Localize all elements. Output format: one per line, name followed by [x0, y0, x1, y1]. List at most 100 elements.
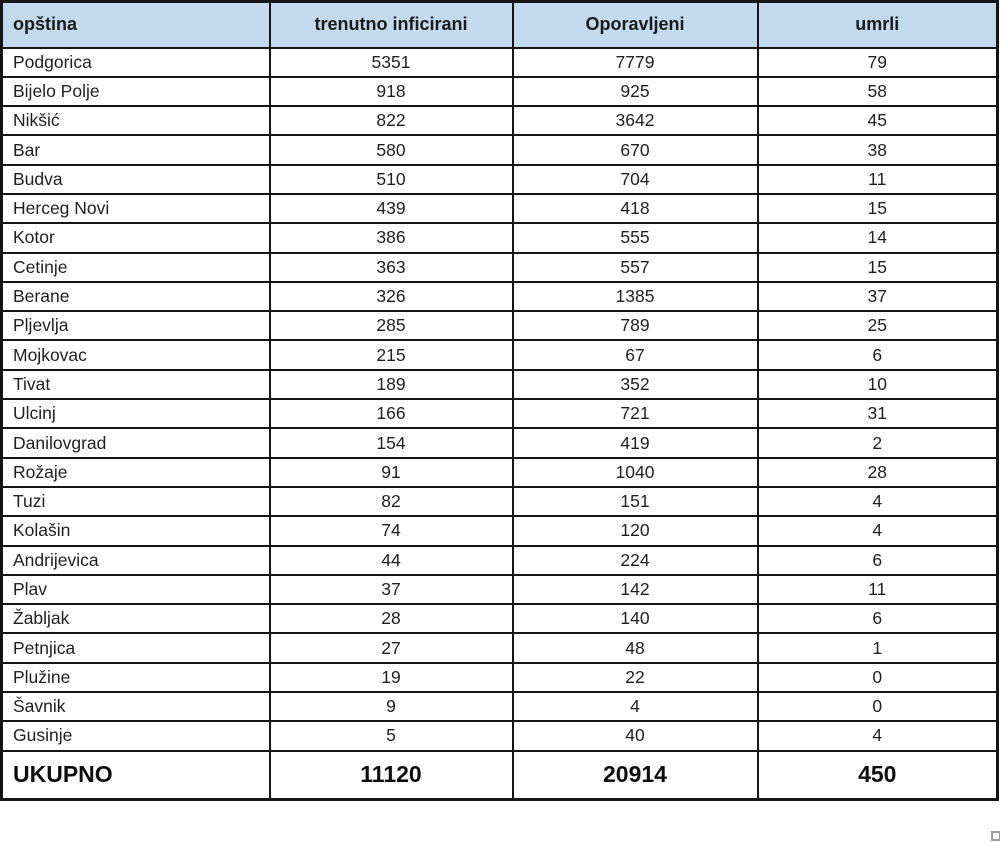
infected-value-cell: 37 [268, 573, 514, 606]
municipality-name-cell: Danilovgrad [0, 427, 271, 459]
table-row: Pljevlja 285 789 25 [0, 310, 999, 342]
deaths-value-cell: 58 [756, 75, 999, 108]
table-row: Budva 510 704 11 [0, 163, 999, 195]
deaths-value-cell: 37 [756, 280, 999, 313]
recovered-value-cell: 3642 [511, 105, 759, 137]
covid-municipality-table: opština trenutno inficirani Oporavljeni … [0, 0, 999, 802]
municipality-name-cell: Pljevlja [0, 310, 271, 342]
infected-value-cell: 166 [268, 398, 514, 430]
municipality-name-cell: Bijelo Polje [0, 75, 271, 108]
table-row: Ulcinj 166 721 31 [0, 398, 999, 430]
municipality-name-cell: Plav [0, 573, 271, 606]
infected-value-cell: 154 [268, 427, 514, 459]
infected-value-cell: 363 [268, 251, 514, 283]
infected-value-cell: 285 [268, 310, 514, 342]
deaths-value-cell: 11 [756, 573, 999, 606]
recovered-value-cell: 142 [511, 573, 759, 606]
municipality-name-cell: Cetinje [0, 251, 271, 283]
table-row: Bar 580 670 38 [0, 134, 999, 166]
municipality-name-cell: Tivat [0, 368, 271, 401]
resize-handle[interactable] [991, 831, 1000, 841]
total-recovered-value: 20914 [511, 749, 759, 801]
deaths-value-cell: 15 [756, 251, 999, 283]
deaths-value-cell: 1 [756, 632, 999, 664]
municipality-name-cell: Mojkovac [0, 339, 271, 371]
table-body: Podgorica 5351 7779 79 Bijelo Polje 918 925 58 N… [0, 46, 999, 752]
deaths-value-cell: 79 [756, 46, 999, 78]
recovered-value-cell: 670 [511, 134, 759, 166]
recovered-value-cell: 352 [511, 368, 759, 401]
municipality-name-cell: Plužine [0, 661, 271, 694]
table-row: Kolašin 74 120 4 [0, 515, 999, 547]
municipality-name-cell: Petnjica [0, 632, 271, 664]
total-deaths-value: 450 [756, 749, 999, 801]
table-row: Andrijevica 44 224 6 [0, 544, 999, 576]
table-row: Kotor 386 555 14 [0, 222, 999, 254]
recovered-value-cell: 40 [511, 720, 759, 752]
infected-value-cell: 28 [268, 603, 514, 635]
deaths-value-cell: 6 [756, 339, 999, 371]
municipality-name-cell: Žabljak [0, 603, 271, 635]
municipality-name-cell: Tuzi [0, 485, 271, 518]
recovered-value-cell: 7779 [511, 46, 759, 78]
infected-value-cell: 74 [268, 515, 514, 547]
deaths-value-cell: 4 [756, 485, 999, 518]
recovered-value-cell: 48 [511, 632, 759, 664]
table-row: Žabljak 28 140 6 [0, 603, 999, 635]
infected-value-cell: 9 [268, 691, 514, 723]
infected-value-cell: 91 [268, 456, 514, 488]
deaths-value-cell: 6 [756, 603, 999, 635]
column-header-trenutno-inficirani: trenutno inficirani [268, 0, 514, 49]
table-row: Danilovgrad 154 419 2 [0, 427, 999, 459]
recovered-value-cell: 4 [511, 691, 759, 723]
table-row: Tivat 189 352 10 [0, 368, 999, 401]
table-row: Gusinje 5 40 4 [0, 720, 999, 752]
infected-value-cell: 215 [268, 339, 514, 371]
table-row: Bijelo Polje 918 925 58 [0, 75, 999, 108]
infected-value-cell: 439 [268, 192, 514, 225]
table-row: Herceg Novi 439 418 15 [0, 192, 999, 225]
recovered-value-cell: 151 [511, 485, 759, 518]
table-row: Rožaje 91 1040 28 [0, 456, 999, 488]
infected-value-cell: 189 [268, 368, 514, 401]
recovered-value-cell: 224 [511, 544, 759, 576]
table-header: opština trenutno inficirani Oporavljeni … [0, 0, 999, 49]
infected-value-cell: 5 [268, 720, 514, 752]
table-row: Plav 37 142 11 [0, 573, 999, 606]
table-row: Nikšić 822 3642 45 [0, 105, 999, 137]
recovered-value-cell: 557 [511, 251, 759, 283]
municipality-name-cell: Rožaje [0, 456, 271, 488]
recovered-value-cell: 721 [511, 398, 759, 430]
municipality-name-cell: Herceg Novi [0, 192, 271, 225]
infected-value-cell: 82 [268, 485, 514, 518]
deaths-value-cell: 10 [756, 368, 999, 401]
municipality-name-cell: Kotor [0, 222, 271, 254]
table-row: Berane 326 1385 37 [0, 280, 999, 313]
municipality-name-cell: Šavnik [0, 691, 271, 723]
deaths-value-cell: 45 [756, 105, 999, 137]
column-header-oporavljeni: Oporavljeni [511, 0, 759, 49]
municipality-name-cell: Bar [0, 134, 271, 166]
deaths-value-cell: 6 [756, 544, 999, 576]
deaths-value-cell: 15 [756, 192, 999, 225]
municipality-name-cell: Budva [0, 163, 271, 195]
table-footer: UKUPNO 11120 20914 450 [0, 749, 999, 801]
recovered-value-cell: 67 [511, 339, 759, 371]
recovered-value-cell: 418 [511, 192, 759, 225]
municipality-name-cell: Andrijevica [0, 544, 271, 576]
table-row: Plužine 19 22 0 [0, 661, 999, 694]
deaths-value-cell: 14 [756, 222, 999, 254]
infected-value-cell: 326 [268, 280, 514, 313]
deaths-value-cell: 28 [756, 456, 999, 488]
municipality-name-cell: Nikšić [0, 105, 271, 137]
municipality-name-cell: Podgorica [0, 46, 271, 78]
municipality-name-cell: Ulcinj [0, 398, 271, 430]
recovered-value-cell: 555 [511, 222, 759, 254]
table-row: Šavnik 9 4 0 [0, 691, 999, 723]
deaths-value-cell: 4 [756, 515, 999, 547]
total-infected-value: 11120 [268, 749, 514, 801]
municipality-name-cell: Kolašin [0, 515, 271, 547]
municipality-name-cell: Berane [0, 280, 271, 313]
infected-value-cell: 822 [268, 105, 514, 137]
